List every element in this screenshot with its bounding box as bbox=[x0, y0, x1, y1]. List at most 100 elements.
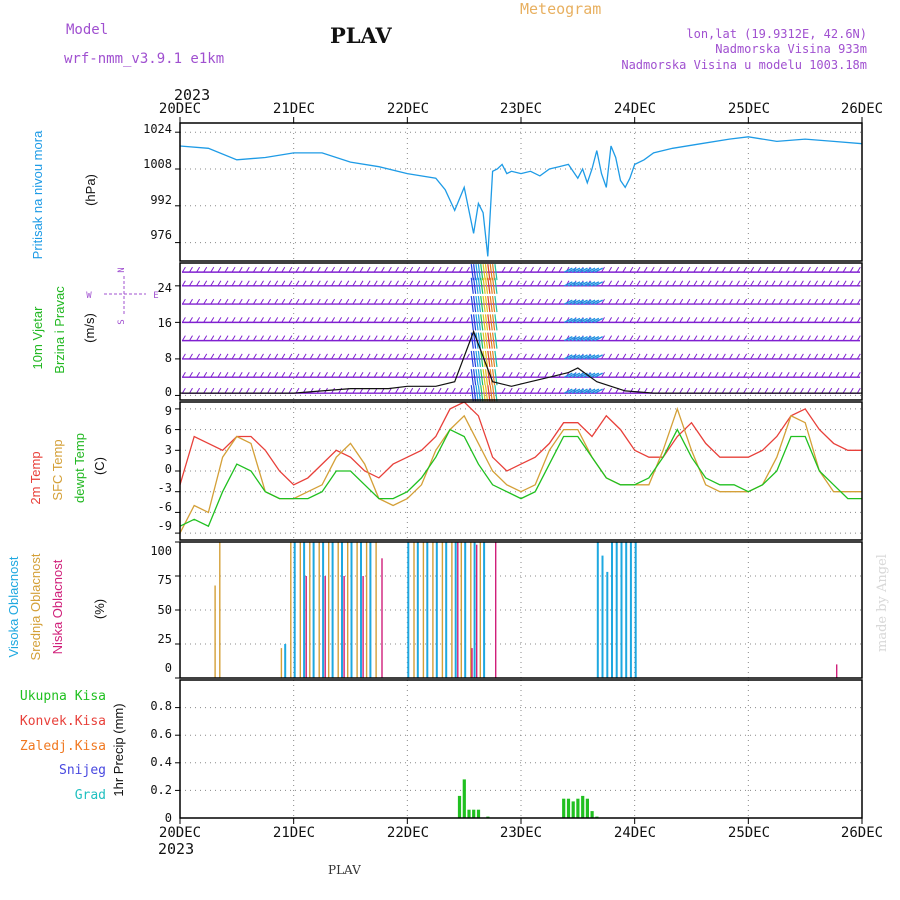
cloud-mid-bar bbox=[347, 542, 349, 678]
storm-barb bbox=[484, 385, 489, 402]
storm-barb bbox=[487, 332, 491, 349]
precip-bar bbox=[566, 798, 571, 818]
storm-barb bbox=[473, 369, 477, 386]
storm-barb bbox=[482, 332, 486, 349]
post-front-barb bbox=[564, 388, 573, 394]
legend-freezing-rain: Zaledj.Kisa bbox=[20, 739, 106, 754]
bottom-tick-6: 26DEC bbox=[841, 825, 883, 841]
storm-barb bbox=[489, 385, 493, 402]
post-front-barb bbox=[594, 388, 603, 394]
storm-barb bbox=[477, 314, 481, 331]
storm-barb bbox=[491, 332, 496, 349]
precip-bar bbox=[576, 798, 580, 818]
cloud-low-bar bbox=[305, 576, 307, 678]
temp-unit: (C) bbox=[92, 457, 107, 475]
post-front-barb bbox=[575, 372, 585, 378]
storm-barb bbox=[482, 385, 486, 402]
post-front-barb bbox=[590, 372, 600, 378]
compass-w: W bbox=[86, 291, 92, 301]
storm-barb bbox=[487, 350, 491, 367]
pressure-tick-992: 992 bbox=[150, 193, 172, 207]
storm-barb bbox=[480, 264, 484, 281]
cloud-label-2: Srednja Oblacnost bbox=[28, 553, 43, 660]
post-front-barb bbox=[590, 317, 600, 323]
temp-tick-9: 9 bbox=[165, 404, 172, 418]
storm-barb bbox=[480, 369, 484, 386]
footer-station: PLAV bbox=[328, 863, 361, 877]
precip-bar bbox=[562, 798, 566, 818]
precip-bar bbox=[457, 795, 462, 818]
temp-label-1: 2m Temp bbox=[28, 451, 43, 504]
cloud-high-bar bbox=[629, 542, 632, 678]
panel-frame-precip bbox=[179, 679, 863, 819]
watermark: made by Angel bbox=[875, 554, 890, 652]
storm-barb bbox=[482, 264, 486, 281]
model-elevation-text: Nadmorska Visina u modelu 1003.18m bbox=[621, 58, 867, 72]
storm-barb bbox=[470, 385, 474, 402]
storm-barb bbox=[475, 314, 479, 331]
cloud-mid-bar bbox=[470, 542, 472, 678]
post-front-barb bbox=[564, 267, 573, 273]
post-front-barb bbox=[567, 299, 577, 305]
post-front-barb bbox=[586, 281, 596, 287]
storm-barb bbox=[491, 264, 496, 281]
panel-frame-cloud bbox=[179, 541, 863, 679]
post-front-barb bbox=[564, 354, 573, 360]
station-title: PLAV bbox=[330, 23, 392, 48]
post-front-barb bbox=[571, 267, 581, 273]
storm-barb bbox=[477, 369, 481, 386]
cloud-mid-bar bbox=[280, 648, 283, 678]
storm-barb bbox=[484, 369, 489, 386]
temp-tick-3: 3 bbox=[165, 443, 172, 457]
storm-barb bbox=[487, 296, 491, 313]
cloud-mid-bar bbox=[479, 542, 481, 678]
legend-hail: Grad bbox=[75, 788, 106, 803]
precip-tick-06: 0.6 bbox=[150, 727, 172, 741]
storm-barb bbox=[473, 332, 477, 349]
temp-tick-m9: -9 bbox=[158, 519, 172, 533]
precip-bar bbox=[581, 795, 585, 818]
storm-barb bbox=[494, 296, 498, 313]
compass-s: S bbox=[117, 319, 127, 324]
panel-frame-temp bbox=[179, 401, 863, 541]
top-tick-1: 21DEC bbox=[273, 101, 315, 117]
cloud-mid-bar bbox=[413, 542, 415, 678]
top-date-axis: 20DEC 21DEC 22DEC 23DEC 24DEC 25DEC 26DE… bbox=[159, 101, 883, 117]
wind-tick-24: 24 bbox=[158, 281, 172, 295]
storm-barb bbox=[477, 385, 481, 402]
post-front-barb bbox=[586, 354, 596, 360]
post-front-barb bbox=[575, 281, 585, 287]
precip-bar bbox=[472, 809, 476, 818]
legend-total-rain: Ukupna Kisa bbox=[20, 689, 106, 704]
post-front-barb bbox=[571, 388, 581, 394]
storm-barb bbox=[489, 296, 493, 313]
post-front-barb bbox=[586, 372, 596, 378]
storm-barb bbox=[475, 264, 479, 281]
storm-barb bbox=[484, 277, 489, 294]
post-front-barb bbox=[582, 267, 592, 273]
cloud-label-3: Niska Oblacnost bbox=[50, 559, 65, 654]
post-front-barb bbox=[564, 336, 573, 342]
post-front-barb bbox=[567, 267, 577, 273]
top-tick-5: 25DEC bbox=[728, 101, 770, 117]
temp-2m-line bbox=[179, 401, 862, 486]
bottom-tick-1: 21DEC bbox=[273, 825, 315, 841]
storm-barb bbox=[475, 296, 479, 313]
cloud-low-bar bbox=[343, 576, 345, 678]
pressure-line bbox=[179, 136, 863, 257]
precip-bar bbox=[585, 798, 589, 818]
cloud-high-bar bbox=[620, 542, 623, 678]
post-front-barb bbox=[571, 281, 581, 287]
cloud-mid-bar bbox=[422, 542, 425, 678]
pressure-unit: (hPa) bbox=[83, 174, 98, 206]
temp-dewpt-line bbox=[179, 428, 862, 528]
storm-barb bbox=[487, 385, 491, 402]
barb-ticks-3 bbox=[181, 335, 861, 341]
cloud-y-axis: 100 75 50 25 0 bbox=[150, 544, 172, 675]
post-front-barb bbox=[586, 267, 596, 273]
post-front-barb bbox=[594, 267, 603, 273]
post-front-barb bbox=[594, 317, 603, 323]
post-front-barb bbox=[571, 372, 581, 378]
pressure-y-axis: 1024 1008 992 976 bbox=[143, 122, 172, 242]
storm-barb bbox=[477, 296, 481, 313]
